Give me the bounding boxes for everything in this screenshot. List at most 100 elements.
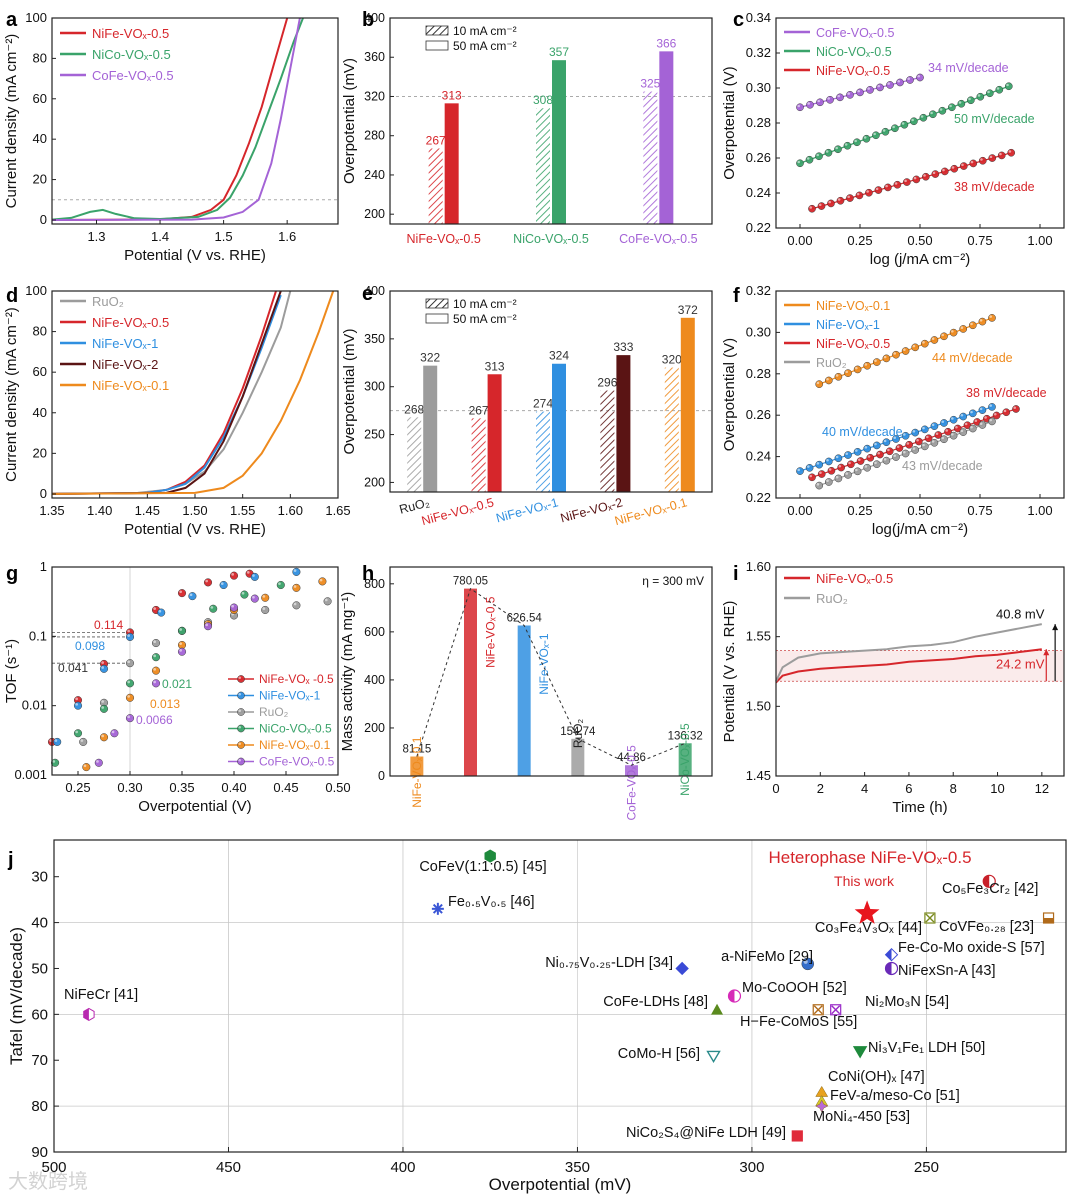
data-point xyxy=(940,419,948,427)
slope-label: 50 mV/decade xyxy=(954,112,1035,126)
point-highlight xyxy=(293,585,297,588)
legend-label: NiFe-VOₓ-0.5 xyxy=(92,26,169,41)
point-highlight xyxy=(807,465,810,468)
y-tick-label: 0 xyxy=(40,486,47,501)
y-tick-label: 360 xyxy=(364,50,385,64)
bar-value-label: 308 xyxy=(533,93,553,107)
x-tick-label: 0.35 xyxy=(169,780,194,795)
y-tick-label: 240 xyxy=(364,168,385,182)
data-point xyxy=(250,594,259,603)
category-label: NiCo-VOₓ-0.5 xyxy=(678,723,692,796)
data-point xyxy=(824,457,833,466)
legend-label: 10 mA cm⁻² xyxy=(453,297,517,311)
data-point xyxy=(915,437,923,446)
y-tick-label: 50 xyxy=(31,960,48,977)
data-point xyxy=(988,417,996,426)
point-highlight xyxy=(179,642,182,645)
bar-value-label: 313 xyxy=(485,359,505,373)
x-tick-label: 0.75 xyxy=(967,233,992,248)
category-label: NiFe-VOₓ-1 xyxy=(537,633,551,695)
bar xyxy=(571,738,585,776)
bar-value-label: 274 xyxy=(533,397,553,411)
point-highlight xyxy=(293,569,297,572)
point-highlight xyxy=(897,79,900,83)
point-highlight xyxy=(262,595,266,598)
bar xyxy=(552,60,566,224)
data-point xyxy=(950,164,959,173)
legend-label: NiCo-VOₓ-0.5 xyxy=(816,45,892,59)
point-highlight xyxy=(835,146,838,150)
x-tick-label: 0.30 xyxy=(117,780,142,795)
point-label: FeV-a/meso-Co [51] xyxy=(830,1088,960,1104)
point-highlight xyxy=(873,132,876,136)
data-point xyxy=(949,415,958,424)
y-tick-label: 200 xyxy=(364,721,385,735)
point-highlight xyxy=(875,187,879,191)
x-tick-label: 0.25 xyxy=(847,233,872,248)
point-highlight xyxy=(826,479,829,483)
point-highlight xyxy=(968,97,971,101)
point-highlight xyxy=(977,94,981,97)
point-highlight xyxy=(252,574,255,577)
point-highlight xyxy=(238,725,242,729)
bar xyxy=(625,765,638,776)
data-point xyxy=(824,478,833,486)
data-point xyxy=(863,444,872,453)
data-point xyxy=(844,451,852,459)
point-highlight xyxy=(797,104,800,108)
data-point xyxy=(968,409,977,418)
marker xyxy=(815,1099,829,1113)
data-point xyxy=(125,659,135,668)
point-highlight xyxy=(904,179,907,183)
data-point xyxy=(1004,82,1013,91)
point-highlight xyxy=(855,468,858,472)
legend-label: 50 mA cm⁻² xyxy=(453,39,517,53)
point-highlight xyxy=(1008,150,1012,153)
point-highlight xyxy=(844,143,848,146)
legend-label: CoFe-VOₓ-0.5 xyxy=(92,68,174,83)
y-tick-label: 1 xyxy=(40,559,47,574)
series-line xyxy=(51,17,304,221)
point-highlight xyxy=(127,629,130,633)
x-tick-label: 10 xyxy=(990,781,1004,796)
category-label: NiFe-VOₓ-0.5 xyxy=(420,495,495,528)
data-point xyxy=(938,106,947,115)
point-highlight xyxy=(866,190,869,193)
x-axis-label: Overpotential (mV) xyxy=(489,1175,632,1194)
bar-value-label: 81.15 xyxy=(402,744,431,756)
legend-marker xyxy=(237,691,245,700)
x-tick-label: 8 xyxy=(950,781,957,796)
series-line xyxy=(51,17,301,221)
data-point xyxy=(976,92,985,101)
series-line xyxy=(51,290,292,495)
legend-label: CoFe-VOₓ-0.5 xyxy=(259,755,335,769)
data-point xyxy=(911,446,920,454)
point-highlight xyxy=(205,623,208,627)
bar-value-label: 626.54 xyxy=(507,612,543,624)
bar-value-label: 325 xyxy=(640,77,660,91)
y-tick-label: 100 xyxy=(25,10,47,25)
legend-label: NiCo-VOₓ-0.5 xyxy=(92,47,171,62)
point-highlight xyxy=(893,436,896,440)
point-highlight xyxy=(179,628,182,631)
point-highlight xyxy=(874,442,877,446)
plot-frame xyxy=(51,566,339,776)
point-highlight xyxy=(974,419,978,423)
point-highlight xyxy=(887,82,890,85)
point-highlight xyxy=(994,412,997,416)
x-tick-label: 1.00 xyxy=(1027,503,1052,518)
data-point xyxy=(240,590,249,599)
data-point xyxy=(177,640,187,650)
data-point xyxy=(844,471,852,479)
data-point xyxy=(872,460,881,469)
legend-label: NiFe-VOₓ-0.1 xyxy=(816,299,890,313)
y-tick-label: 200 xyxy=(364,475,385,489)
data-point xyxy=(1002,408,1011,417)
y-tick-label: 400 xyxy=(364,11,385,25)
y-tick-label: 400 xyxy=(364,673,385,687)
point-label: CoFeV(1:1:0.5) [45] xyxy=(419,859,546,875)
point-label: Ni₀.₇₅V₀.₂₅-LDH [34] xyxy=(545,955,673,971)
point-highlight xyxy=(816,381,820,385)
y-tick-label: 80 xyxy=(31,1098,48,1115)
data-point xyxy=(978,421,987,429)
